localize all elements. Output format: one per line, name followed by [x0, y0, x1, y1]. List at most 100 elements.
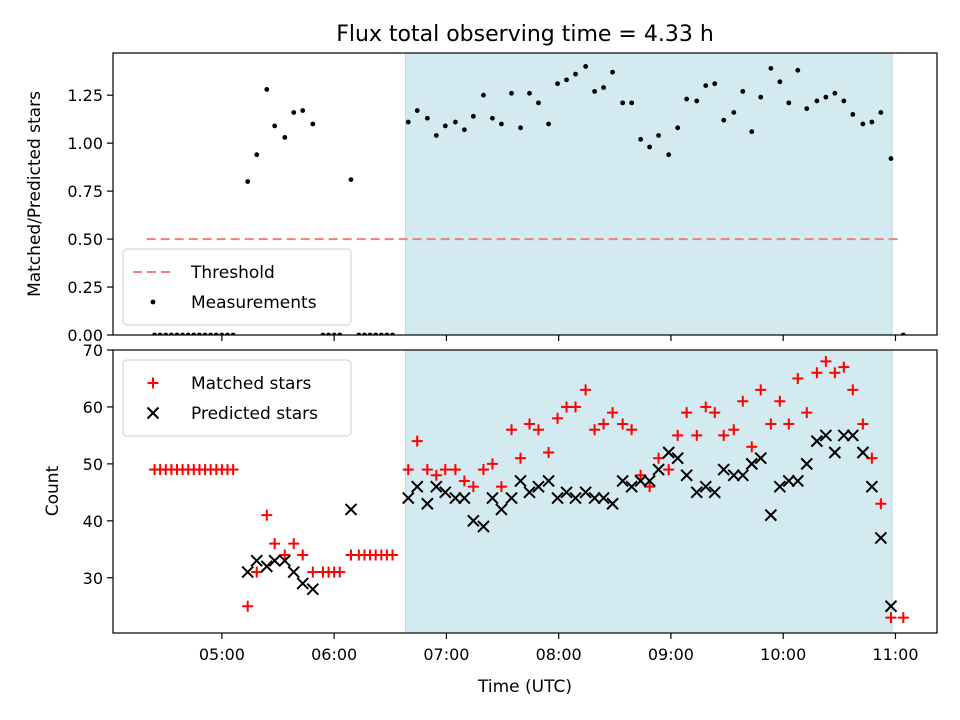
y-tick-label: 0.00 — [67, 326, 103, 345]
y-tick-label: 0.25 — [67, 278, 103, 297]
data-point — [542, 474, 555, 488]
data-point — [282, 135, 288, 140]
y-tick-label: 1.25 — [67, 86, 103, 105]
data-point — [754, 451, 767, 465]
data-point — [810, 434, 824, 448]
data-point — [260, 560, 274, 573]
data-point — [850, 111, 856, 117]
data-point — [740, 88, 746, 94]
y-tick-label: 1.00 — [67, 134, 103, 153]
data-point — [811, 367, 823, 379]
x-tick-label: 05:00 — [199, 645, 245, 664]
data-point — [691, 429, 703, 441]
data-point — [829, 367, 841, 379]
data-point — [699, 480, 712, 493]
data-point — [536, 100, 541, 106]
data-point — [551, 491, 564, 505]
data-point — [860, 121, 866, 127]
data-point — [846, 429, 860, 442]
data-point — [518, 125, 523, 131]
data-point — [857, 418, 869, 430]
data-point — [801, 407, 813, 419]
data-point — [644, 481, 656, 493]
data-point — [490, 115, 495, 121]
data-point — [514, 474, 527, 488]
data-point — [264, 87, 270, 92]
data-point — [573, 71, 578, 77]
data-point — [626, 424, 638, 436]
data-point — [897, 612, 909, 624]
data-point — [470, 113, 476, 119]
data-point — [666, 152, 672, 158]
data-point — [245, 179, 251, 184]
axes-frame — [112, 52, 938, 336]
data-point — [467, 481, 479, 493]
data-point — [616, 474, 629, 488]
chart-title: Flux total observing time = 4.33 h — [336, 22, 714, 47]
data-point — [580, 384, 592, 396]
data-point — [334, 566, 346, 578]
x-tick-label: 08:00 — [536, 645, 582, 664]
data-point — [819, 429, 833, 442]
data-point — [675, 125, 681, 131]
data-point — [795, 67, 801, 73]
y-tick-label: 70 — [83, 341, 103, 360]
data-point — [671, 451, 684, 465]
data-point — [878, 110, 884, 115]
data-point — [782, 474, 796, 488]
legend-label: Threshold — [190, 263, 275, 283]
x-tick-label: 10:00 — [760, 645, 806, 664]
data-point — [634, 474, 647, 488]
observing-window-span — [404, 52, 893, 336]
data-point — [709, 407, 721, 419]
data-point — [254, 152, 260, 158]
axes-frame — [112, 349, 938, 634]
data-point — [570, 401, 582, 413]
data-point — [610, 69, 615, 75]
data-point — [506, 424, 518, 436]
data-point — [306, 582, 320, 596]
data-point — [885, 612, 897, 624]
data-point — [269, 538, 281, 550]
data-point — [749, 129, 755, 135]
data-point — [869, 119, 875, 125]
data-point — [458, 491, 471, 505]
data-point — [647, 144, 653, 150]
data-point — [736, 469, 749, 482]
legend-swatch — [146, 406, 160, 420]
top-panel: 0.00 0.25 0.50 0.75 1.00 1.25 Threshold Measure… — [67, 52, 938, 345]
data-point — [814, 98, 820, 104]
data-point — [569, 491, 582, 505]
data-point — [773, 480, 787, 493]
data-point — [663, 464, 675, 476]
data-point — [495, 481, 507, 493]
data-point — [505, 491, 518, 505]
data-point — [792, 372, 804, 384]
data-point — [774, 395, 786, 407]
data-point — [552, 412, 564, 424]
data-point — [495, 503, 508, 516]
data-point — [402, 464, 414, 476]
data-point — [583, 64, 589, 69]
data-point — [543, 446, 555, 458]
legend: Matched stars Predicted stars — [122, 359, 352, 437]
data-point — [783, 418, 795, 430]
data-point — [728, 424, 740, 436]
data-point — [449, 464, 461, 476]
data-point — [758, 94, 764, 100]
data-point — [717, 463, 730, 476]
data-point — [653, 452, 665, 464]
legend: Threshold Measurements — [122, 248, 352, 326]
data-point — [708, 486, 721, 499]
data-point — [242, 600, 254, 612]
data-point — [405, 119, 411, 125]
data-point — [731, 110, 737, 115]
data-point — [452, 119, 458, 125]
data-point — [681, 407, 693, 419]
x-tick-label: 09:00 — [648, 645, 694, 664]
data-point — [251, 566, 263, 578]
data-point — [421, 497, 434, 510]
data-point — [884, 600, 898, 613]
y-tick-label: 50 — [83, 455, 103, 474]
data-point — [694, 98, 700, 104]
